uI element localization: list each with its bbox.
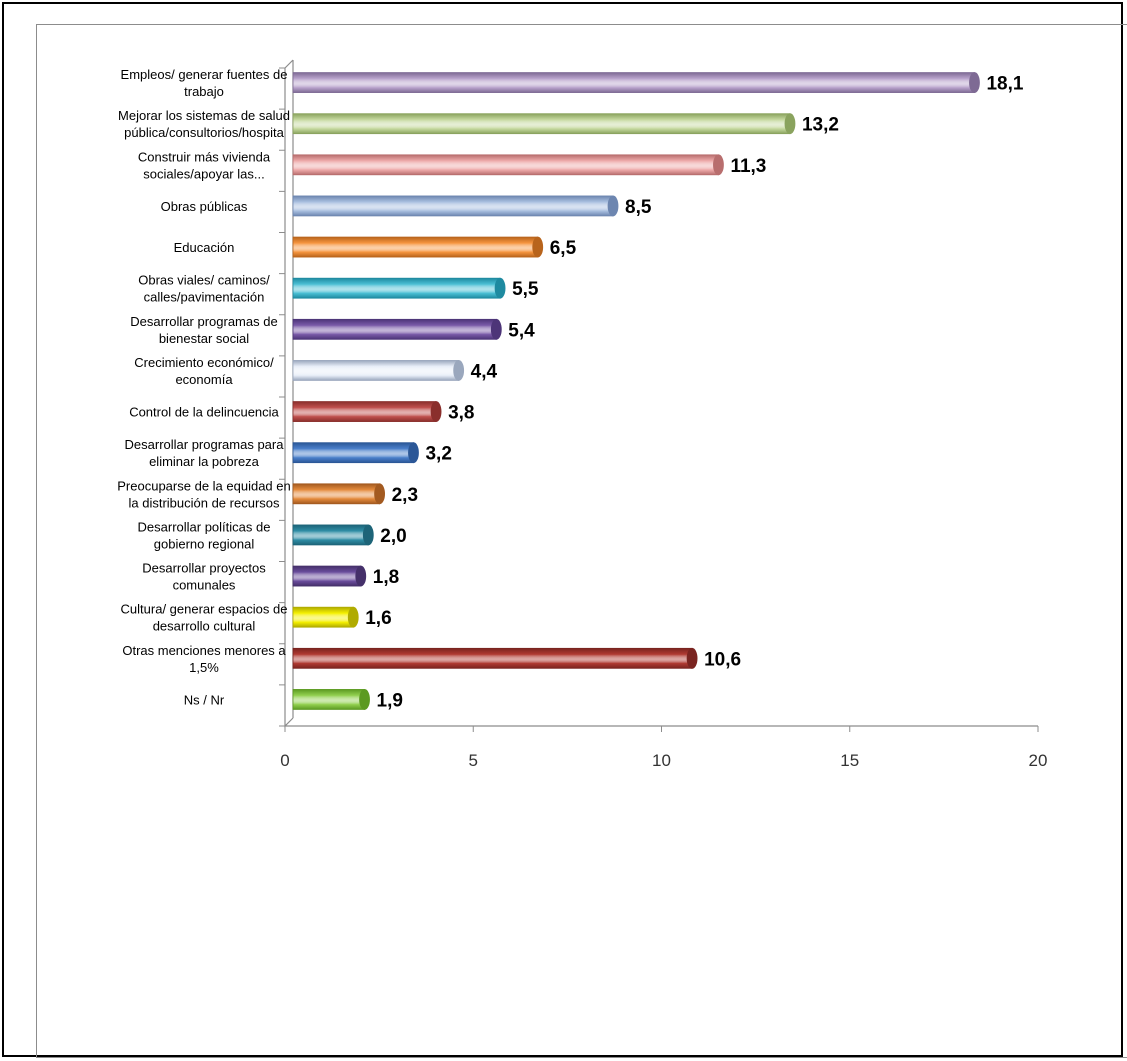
bar <box>292 113 796 135</box>
bar <box>292 483 385 505</box>
value-label: 2,0 <box>380 526 406 547</box>
category-label: Empleos/ generar fuentes de trabajo <box>121 67 288 99</box>
bar <box>292 154 724 176</box>
value-label: 1,9 <box>377 690 403 711</box>
bar-shade <box>292 236 539 258</box>
category-label: Cultura/ generar espacios de desarrollo c… <box>121 602 288 634</box>
category-label: Desarrollar proyectos comunales <box>142 561 266 593</box>
bar-cap <box>453 360 465 381</box>
value-label: 2,3 <box>392 485 418 506</box>
value-label: 10,6 <box>704 649 741 670</box>
bar-shade <box>292 689 365 710</box>
bar <box>292 401 442 422</box>
value-label: 5,4 <box>508 320 535 341</box>
value-label: 4,4 <box>471 361 498 382</box>
value-label: 11,3 <box>730 156 766 177</box>
bar-cap <box>532 236 544 258</box>
bar-shade <box>292 524 369 546</box>
value-label: 5,5 <box>512 279 539 300</box>
bar-cap <box>430 401 442 422</box>
bar-cap <box>374 483 385 505</box>
bar-cap <box>494 277 506 299</box>
bar-cap <box>784 113 796 135</box>
category-label: Desarrollar programas para eliminar la po… <box>125 437 285 469</box>
category-label: Obras viales/ caminos/calles/pavimentaci… <box>138 273 270 305</box>
bar <box>292 360 465 381</box>
value-labels: 18,1 13,2 11,3 8,5 6,5 5,5 5,4 4,4 3,8 3,2 2,3 2,0 1… <box>365 74 1024 712</box>
x-ticks: 0 5 10 15 20 <box>280 726 1047 770</box>
bar-cap <box>607 195 619 217</box>
bar-shade <box>292 154 719 176</box>
value-label: 3,2 <box>425 444 451 465</box>
bar-cap <box>686 647 698 669</box>
category-labels: Empleos/ generar fuentes de trabajo Mejora… <box>117 67 290 707</box>
value-label: 18,1 <box>986 74 1023 95</box>
bar <box>292 277 506 299</box>
category-label: Educación <box>174 240 235 255</box>
bar-shade <box>292 606 354 628</box>
bar-shade <box>292 318 497 340</box>
category-label: Mejorar los sistemas de salud pública/con… <box>118 108 290 140</box>
value-label: 6,5 <box>550 238 577 259</box>
category-label: Desarrollar políticas de gobierno regiona… <box>138 519 271 551</box>
x-tick-label: 15 <box>840 751 859 770</box>
category-label: Otras menciones menores a 1,5% <box>122 643 286 675</box>
bar <box>292 72 980 93</box>
category-label: Obras públicas <box>161 199 248 214</box>
value-label: 8,5 <box>625 197 652 218</box>
value-label: 3,8 <box>448 403 474 424</box>
bar-cap <box>347 606 359 628</box>
bar-cap <box>362 524 374 546</box>
bar <box>292 524 374 546</box>
bar-shade <box>292 113 791 135</box>
bar-shade <box>292 483 380 505</box>
value-label: 13,2 <box>802 115 839 136</box>
category-label: Ns / Nr <box>184 692 225 707</box>
bar <box>292 647 698 669</box>
bar <box>292 195 619 217</box>
value-label: 1,8 <box>373 567 399 588</box>
bars <box>292 72 980 710</box>
bar-shade <box>292 72 975 93</box>
category-label: Desarrollar programas de bienestar social <box>130 314 277 346</box>
bar-shade <box>292 195 614 217</box>
chart-area <box>36 24 1127 1058</box>
bar <box>292 565 367 587</box>
x-tick-label: 0 <box>280 751 289 770</box>
bar <box>292 236 544 258</box>
bar-shade <box>292 401 437 422</box>
bar-shade <box>292 647 693 669</box>
bar-cap <box>408 442 419 464</box>
bar <box>292 318 502 340</box>
x-tick-label: 10 <box>652 751 671 770</box>
category-label: Control de la delincuencia <box>129 405 279 420</box>
bar-shade <box>292 360 460 381</box>
bar-cap <box>359 689 370 710</box>
bar-cap <box>969 72 980 93</box>
x-tick-label: 20 <box>1029 751 1048 770</box>
y-axis-wall <box>284 59 294 728</box>
bar-cap <box>355 565 367 587</box>
bar <box>292 442 419 464</box>
value-label: 1,6 <box>365 608 391 629</box>
bar-shade <box>292 277 501 299</box>
category-label: Crecimiento económico/economía <box>134 355 274 387</box>
bar-shade <box>292 442 414 464</box>
bar <box>292 689 370 710</box>
x-tick-label: 5 <box>469 751 478 770</box>
bar-cap <box>490 318 502 340</box>
bar-cap <box>713 154 724 176</box>
bar <box>292 606 359 628</box>
bar-shade <box>292 565 362 587</box>
category-label: Construir más vivienda sociales/apoyar la… <box>138 149 271 181</box>
category-label: Preocuparse de la equidad en la distribuc… <box>117 478 290 510</box>
